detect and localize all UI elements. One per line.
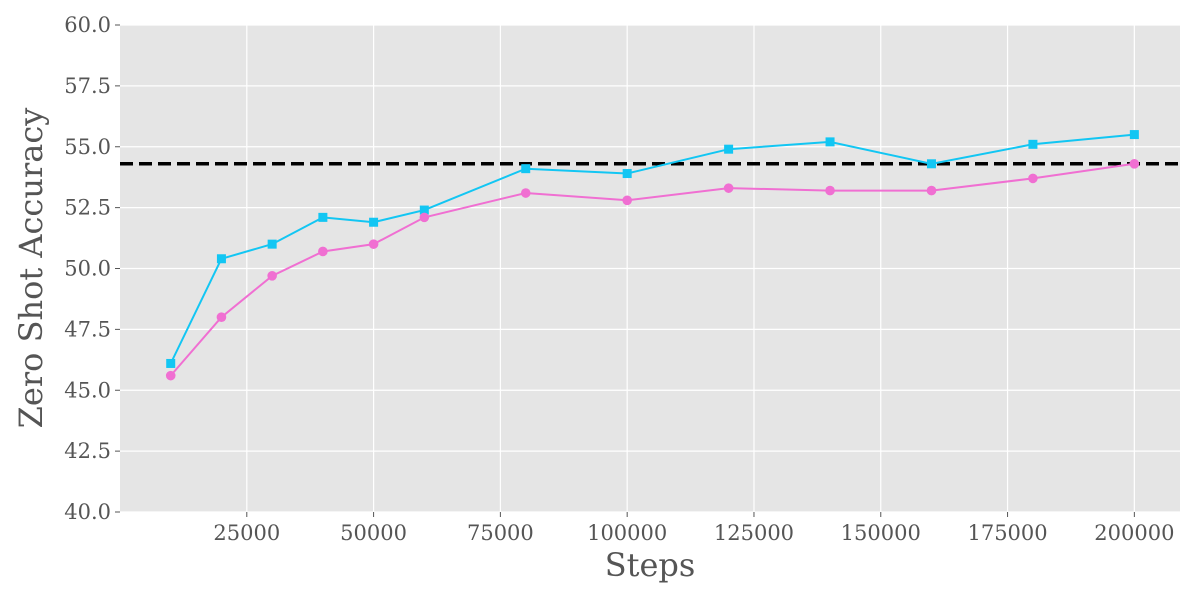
series-2-point	[622, 195, 632, 206]
y-tick-label: 47.5	[64, 317, 111, 341]
y-tick-label: 45.0	[64, 378, 111, 402]
x-tick-label: 50000	[340, 521, 407, 545]
series-1-point	[267, 239, 277, 249]
series-2-point	[368, 239, 379, 249]
series-2-point	[267, 271, 277, 281]
series-1-point	[166, 358, 176, 368]
series-2-point	[1028, 173, 1038, 184]
y-tick-label: 50.0	[64, 257, 111, 281]
series-group	[165, 130, 1140, 381]
series-1-point	[419, 205, 429, 215]
y-tick-label: 40.0	[64, 500, 111, 524]
series-2-point	[723, 183, 734, 193]
grid-lines	[120, 24, 1180, 513]
y-tick-label: 55.0	[64, 135, 111, 159]
series-1-point	[318, 212, 328, 222]
y-tick-label: 42.5	[64, 439, 111, 463]
y-tick-label: 52.5	[64, 196, 111, 220]
axes-group: 25000 50000 75000 100000 125000 150000 175000 2…	[64, 13, 1174, 545]
series-1-point	[825, 137, 835, 147]
x-axis-label: Steps	[605, 546, 696, 584]
series-1-point	[926, 159, 936, 169]
y-axis-label: Zero Shot Accuracy	[12, 108, 50, 429]
series-2-point	[1129, 158, 1140, 169]
series-2-point	[165, 370, 176, 381]
x-tick-label: 100000	[587, 521, 667, 545]
y-tick-label: 57.5	[64, 74, 111, 98]
series-2-point	[825, 185, 835, 196]
series-2-point	[216, 312, 227, 323]
series-1-point	[724, 144, 734, 154]
x-tick-label: 200000	[1094, 521, 1174, 545]
series-1-point	[216, 254, 226, 264]
y-tick-label: 60.0	[64, 13, 111, 37]
series-2-point	[926, 185, 937, 196]
x-tick-label: 75000	[467, 521, 534, 545]
series-1-point	[622, 169, 632, 179]
series-2-point	[318, 246, 328, 257]
series-2-point	[419, 212, 430, 223]
x-tick-label: 25000	[213, 521, 280, 545]
series-1-point	[1129, 130, 1139, 140]
series-1-point	[369, 217, 379, 227]
series-1-point	[1028, 139, 1038, 149]
x-tick-label: 175000	[967, 521, 1047, 545]
x-tick-label: 125000	[714, 521, 794, 545]
x-tick-label: 150000	[841, 521, 921, 545]
series-2-point	[520, 188, 531, 198]
series-1-point	[521, 164, 531, 174]
